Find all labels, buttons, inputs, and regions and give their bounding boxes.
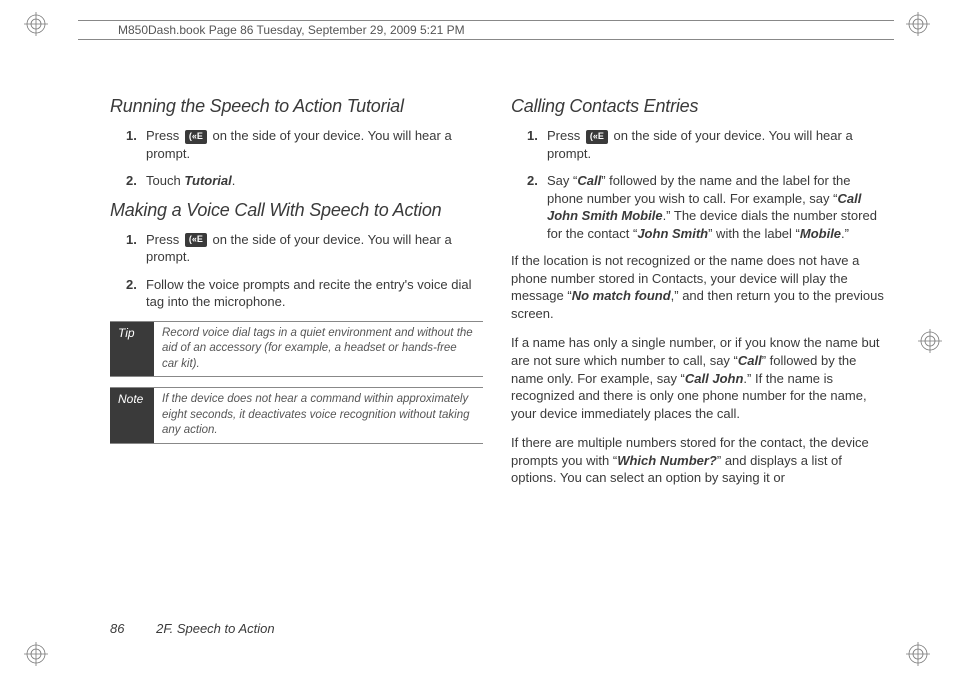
text: Press — [547, 128, 584, 143]
step-item: 1. Press («Ε on the side of your device.… — [126, 231, 483, 266]
callout-label-note: Note — [110, 388, 154, 443]
step-item: 2. Follow the voice prompts and recite t… — [126, 276, 483, 311]
crop-mark-tr — [904, 10, 932, 38]
page-stamp-bar: M850Dash.book Page 86 Tuesday, September… — [78, 20, 894, 40]
voice-command: Call John — [685, 371, 744, 386]
section-title-tutorial: Running the Speech to Action Tutorial — [110, 96, 483, 117]
text: Press — [146, 128, 183, 143]
voice-button-icon: («Ε — [185, 130, 207, 144]
callout-label-tip: Tip — [110, 322, 154, 377]
crop-mark-right — [916, 327, 944, 355]
label-name: Mobile — [800, 226, 841, 241]
page-footer: 86 2F. Speech to Action — [110, 621, 275, 636]
page-stamp-text: M850Dash.book Page 86 Tuesday, September… — [118, 23, 465, 37]
section-label: 2F. Speech to Action — [156, 621, 275, 636]
text: .” — [841, 226, 849, 241]
callout-body: Record voice dial tags in a quiet enviro… — [154, 322, 483, 377]
paragraph: If there are multiple numbers stored for… — [511, 434, 884, 487]
step-number: 1. — [527, 127, 541, 162]
step-number: 2. — [126, 172, 140, 190]
paragraph: If a name has only a single number, or i… — [511, 334, 884, 422]
crop-mark-bl — [22, 640, 50, 668]
crop-mark-br — [904, 640, 932, 668]
step-body: Press («Ε on the side of your device. Yo… — [146, 127, 483, 162]
device-prompt: Which Number? — [617, 453, 717, 468]
text: Touch — [146, 173, 184, 188]
step-body: Follow the voice prompts and recite the … — [146, 276, 483, 311]
contact-name: John Smith — [637, 226, 708, 241]
voice-button-icon: («Ε — [185, 233, 207, 247]
ui-term: Tutorial — [184, 173, 231, 188]
step-number: 1. — [126, 231, 140, 266]
tip-callout: Tip Record voice dial tags in a quiet en… — [110, 321, 483, 378]
callout-body: If the device does not hear a command wi… — [154, 388, 483, 443]
step-number: 1. — [126, 127, 140, 162]
voice-button-icon: («Ε — [586, 130, 608, 144]
crop-mark-tl — [22, 10, 50, 38]
right-column: Calling Contacts Entries 1. Press («Ε on… — [511, 96, 884, 582]
voice-command: Call — [738, 353, 762, 368]
step-body: Press («Ε on the side of your device. Yo… — [146, 231, 483, 266]
page-number: 86 — [110, 621, 124, 636]
step-number: 2. — [527, 172, 541, 242]
step-item: 1. Press («Ε on the side of your device.… — [527, 127, 884, 162]
step-body: Touch Tutorial. — [146, 172, 483, 190]
note-callout: Note If the device does not hear a comma… — [110, 387, 483, 444]
step-item: 2. Say “Call” followed by the name and t… — [527, 172, 884, 242]
paragraph: If the location is not recognized or the… — [511, 252, 884, 322]
step-body: Say “Call” followed by the name and the … — [547, 172, 884, 242]
text: ” with the label “ — [708, 226, 800, 241]
page-content: Running the Speech to Action Tutorial 1.… — [110, 96, 884, 582]
device-message: No match found — [572, 288, 671, 303]
text: Say “ — [547, 173, 577, 188]
step-number: 2. — [126, 276, 140, 311]
section-title-calling: Calling Contacts Entries — [511, 96, 884, 117]
section-title-voicecall: Making a Voice Call With Speech to Actio… — [110, 200, 483, 221]
voice-command: Call — [577, 173, 601, 188]
left-column: Running the Speech to Action Tutorial 1.… — [110, 96, 483, 582]
text: Press — [146, 232, 183, 247]
step-item: 1. Press («Ε on the side of your device.… — [126, 127, 483, 162]
step-item: 2. Touch Tutorial. — [126, 172, 483, 190]
step-body: Press («Ε on the side of your device. Yo… — [547, 127, 884, 162]
text: . — [232, 173, 236, 188]
